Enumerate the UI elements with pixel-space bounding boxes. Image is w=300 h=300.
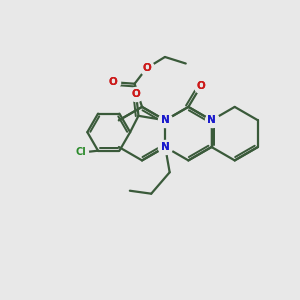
Text: Cl: Cl bbox=[75, 147, 86, 157]
Text: O: O bbox=[196, 81, 205, 91]
Text: O: O bbox=[142, 63, 151, 73]
Text: O: O bbox=[196, 81, 205, 91]
Text: N: N bbox=[161, 142, 170, 152]
Text: N: N bbox=[161, 142, 170, 152]
Text: N: N bbox=[161, 115, 170, 125]
Text: O: O bbox=[132, 88, 140, 98]
Text: N: N bbox=[207, 115, 216, 125]
Text: O: O bbox=[142, 63, 151, 73]
Text: N: N bbox=[207, 115, 216, 125]
Text: O: O bbox=[132, 88, 140, 98]
Text: O: O bbox=[109, 77, 118, 87]
Text: N: N bbox=[161, 115, 170, 125]
Text: O: O bbox=[109, 77, 118, 87]
